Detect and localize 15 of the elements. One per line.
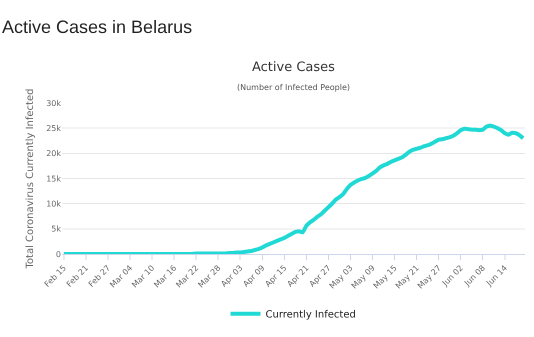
y-tick-label: 20k <box>46 149 62 158</box>
x-tick-label: Jun 02 <box>440 263 465 288</box>
chart-title: Active Cases in Belarus <box>2 17 192 37</box>
y-axis-title: Total Coronavirus Currently Infected <box>25 88 36 270</box>
legend-label: Currently Infected <box>266 310 356 321</box>
y-tick-label: 0 <box>56 250 61 259</box>
text: (Number of Infected People) <box>237 83 350 92</box>
y-tick-label: 10k <box>46 199 62 208</box>
y-tick-label: 5k <box>51 224 62 234</box>
chart-subtitle: Active Cases <box>252 60 336 75</box>
y-tick-label: 30k <box>46 98 62 108</box>
y-tick-label: 25k <box>46 124 62 133</box>
x-tick-label: Jun 14 <box>484 263 510 288</box>
x-tick-label: Jun 08 <box>462 263 487 288</box>
y-tick-label: 15k <box>46 174 62 184</box>
